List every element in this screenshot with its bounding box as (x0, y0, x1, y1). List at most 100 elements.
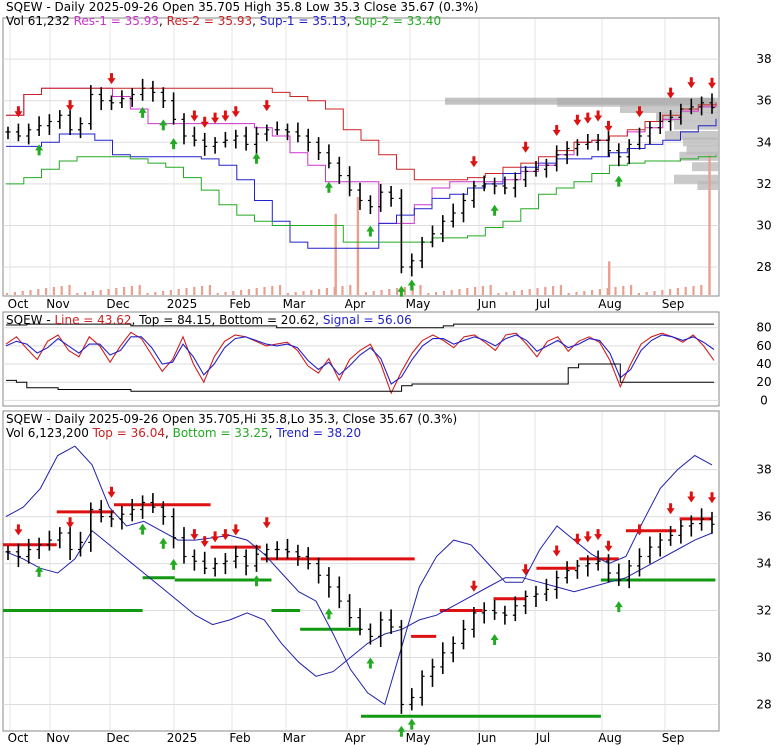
month-label: Jul (535, 731, 550, 745)
bands-header-line2: Vol 6,123,200 Top = 36.04, Bottom = 33.2… (6, 426, 361, 440)
volume-profile-bar (692, 162, 719, 172)
y-tick-label: 28 (756, 698, 771, 712)
volume-bar (450, 290, 453, 295)
volume-bar (302, 291, 305, 295)
sell-arrow (594, 110, 603, 122)
buy-arrow (252, 575, 261, 587)
volume-profile-bar (656, 112, 719, 122)
sell-arrow (573, 114, 582, 126)
buy-arrow (35, 565, 44, 577)
month-label: May (406, 297, 431, 311)
oscillator-signal-line (5, 334, 715, 385)
sell-arrow (666, 503, 675, 515)
month-label: Sep (662, 297, 685, 311)
y-tick-label: 30 (756, 219, 771, 233)
volume-bar (68, 285, 71, 295)
volume-bar (481, 286, 484, 295)
oscillator-panel: 0 20 40 60 80 SQEW - Line = 43.62, Top = 84.… (2, 311, 772, 407)
volume-bar (559, 285, 562, 295)
overlay-sup-2 (6, 154, 717, 243)
month-label: Aug (598, 297, 621, 311)
volume-profile-band (445, 97, 715, 105)
month-label: Mar (283, 731, 306, 745)
sell-arrow (552, 545, 561, 557)
buy-arrow (252, 152, 261, 164)
sell-arrow (211, 531, 220, 543)
volume-bar (536, 288, 539, 295)
month-label: Feb (229, 297, 250, 311)
volume-bar (552, 286, 555, 295)
sell-arrow (687, 491, 696, 503)
sell-arrow (190, 110, 199, 122)
volume-bar (458, 289, 461, 295)
volume-bar (637, 293, 640, 295)
volume-bar (123, 287, 126, 295)
band-envelope (5, 445, 713, 706)
oscillator-lines (5, 323, 715, 395)
volume-bar (240, 290, 243, 295)
buy-arrow (490, 634, 499, 645)
volume-bar (676, 288, 679, 295)
y-tick-label: 20 (756, 375, 771, 389)
volume-bar (466, 288, 469, 295)
buy-arrow (397, 285, 406, 297)
bands-price-bars (5, 493, 715, 714)
month-label: Aug (598, 731, 621, 745)
bands-gridlines (3, 412, 719, 730)
sell-arrow (573, 533, 582, 545)
month-label: Nov (46, 297, 69, 311)
volume-bar (6, 293, 9, 295)
volume-bar (255, 288, 258, 295)
y-tick-label: 36 (756, 94, 771, 108)
volume-bar (185, 288, 188, 295)
bands-y-ticks: 28 30 32 34 36 38 (756, 463, 771, 712)
price-month-labels: Oct Nov Dec 2025 Feb Mar Apr May Jun Jul Aug Sep (8, 297, 685, 311)
volume-profile-bar (683, 137, 719, 147)
month-label: Jun (477, 731, 497, 745)
sell-arrow (666, 87, 675, 99)
volume-bar (162, 291, 165, 295)
month-label: Nov (46, 731, 69, 745)
y-tick-label: 28 (756, 260, 771, 274)
y-tick-label: 32 (756, 177, 771, 191)
volume-spike (334, 213, 337, 295)
month-label: Jul (535, 297, 550, 311)
sell-arrow (190, 529, 199, 541)
volume-bar (645, 292, 648, 295)
volume-bar (567, 293, 570, 295)
support-resistance-lines (6, 87, 717, 249)
sell-arrow (552, 125, 561, 136)
buy-arrow (407, 718, 416, 730)
y-tick-label: 38 (756, 463, 771, 477)
price-bars (5, 78, 715, 277)
y-tick-label: 30 (756, 651, 771, 665)
volume-bar (489, 285, 492, 295)
volume-bar (684, 287, 687, 295)
volume-profile-bar (674, 120, 719, 130)
sell-arrow (107, 486, 116, 498)
price-header-line1: SQEW - Daily 2025-09-26 Open 35.705 High… (6, 0, 478, 14)
volume-profile-bar (697, 181, 719, 190)
month-label: 2025 (167, 731, 198, 745)
buy-arrow (407, 279, 416, 291)
volume-bar (247, 289, 250, 295)
bands-month-labels: Oct Nov Dec 2025 Feb Mar Apr May Jun Jul Aug Sep (8, 731, 685, 745)
sell-arrow (594, 529, 603, 541)
sell-arrow (66, 517, 75, 529)
volume-bar (37, 289, 40, 295)
price-y-ticks: 28 30 32 34 36 38 (756, 52, 771, 274)
volume-spike (356, 197, 360, 295)
volume-bar (474, 287, 477, 295)
sell-arrow (469, 156, 478, 168)
volume-bar (84, 292, 87, 295)
sell-arrow (521, 564, 530, 576)
sell-arrow (604, 540, 613, 552)
bands-header-line1: SQEW - Daily 2025-09-26 Open 35.705,Hi 3… (6, 412, 457, 426)
buy-arrow (169, 558, 178, 570)
buy-arrow (35, 144, 44, 156)
month-label: 2025 (167, 297, 198, 311)
volume-bar (208, 285, 211, 295)
y-tick-label: 40 (756, 357, 771, 371)
band-upper-line (5, 445, 713, 706)
sell-arrow (221, 529, 230, 541)
